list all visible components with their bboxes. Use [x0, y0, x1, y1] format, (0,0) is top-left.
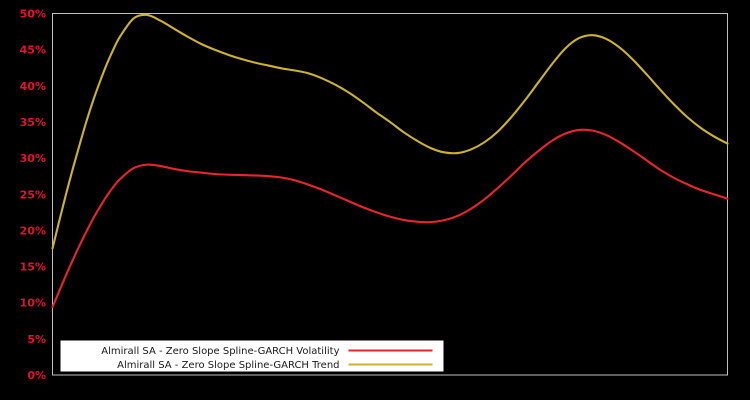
- y-axis-tick-label: 5%: [27, 333, 46, 346]
- y-axis-tick-label: 10%: [20, 297, 46, 310]
- y-axis-tick-label: 15%: [20, 261, 46, 274]
- chart-legend: Almirall SA - Zero Slope Spline-GARCH Vo…: [60, 340, 444, 372]
- plot-area-frame: [52, 13, 728, 376]
- y-axis-tick-label: 25%: [20, 188, 46, 201]
- legend-item-label: Almirall SA - Zero Slope Spline-GARCH Vo…: [101, 346, 339, 357]
- y-axis-tick-label: 35%: [20, 116, 46, 129]
- series-line: [51, 128, 729, 309]
- legend-item-label: Almirall SA - Zero Slope Spline-GARCH Tr…: [117, 360, 339, 371]
- data-series-group: [51, 13, 729, 309]
- y-axis-tick-label: 40%: [20, 80, 46, 93]
- y-axis-tick-labels: 0% 5% 10% 15% 20% 25% 30% 35% 40% 45% 50%: [20, 8, 46, 383]
- y-axis-tick-label: 20%: [20, 224, 46, 237]
- y-axis-tick-label: 0%: [27, 369, 46, 382]
- y-axis-tick-label: 50%: [20, 8, 46, 21]
- y-axis-tick-label: 45%: [20, 44, 46, 57]
- legend-background: [60, 340, 444, 372]
- y-axis-tick-label: 30%: [20, 152, 46, 165]
- series-line: [51, 13, 729, 250]
